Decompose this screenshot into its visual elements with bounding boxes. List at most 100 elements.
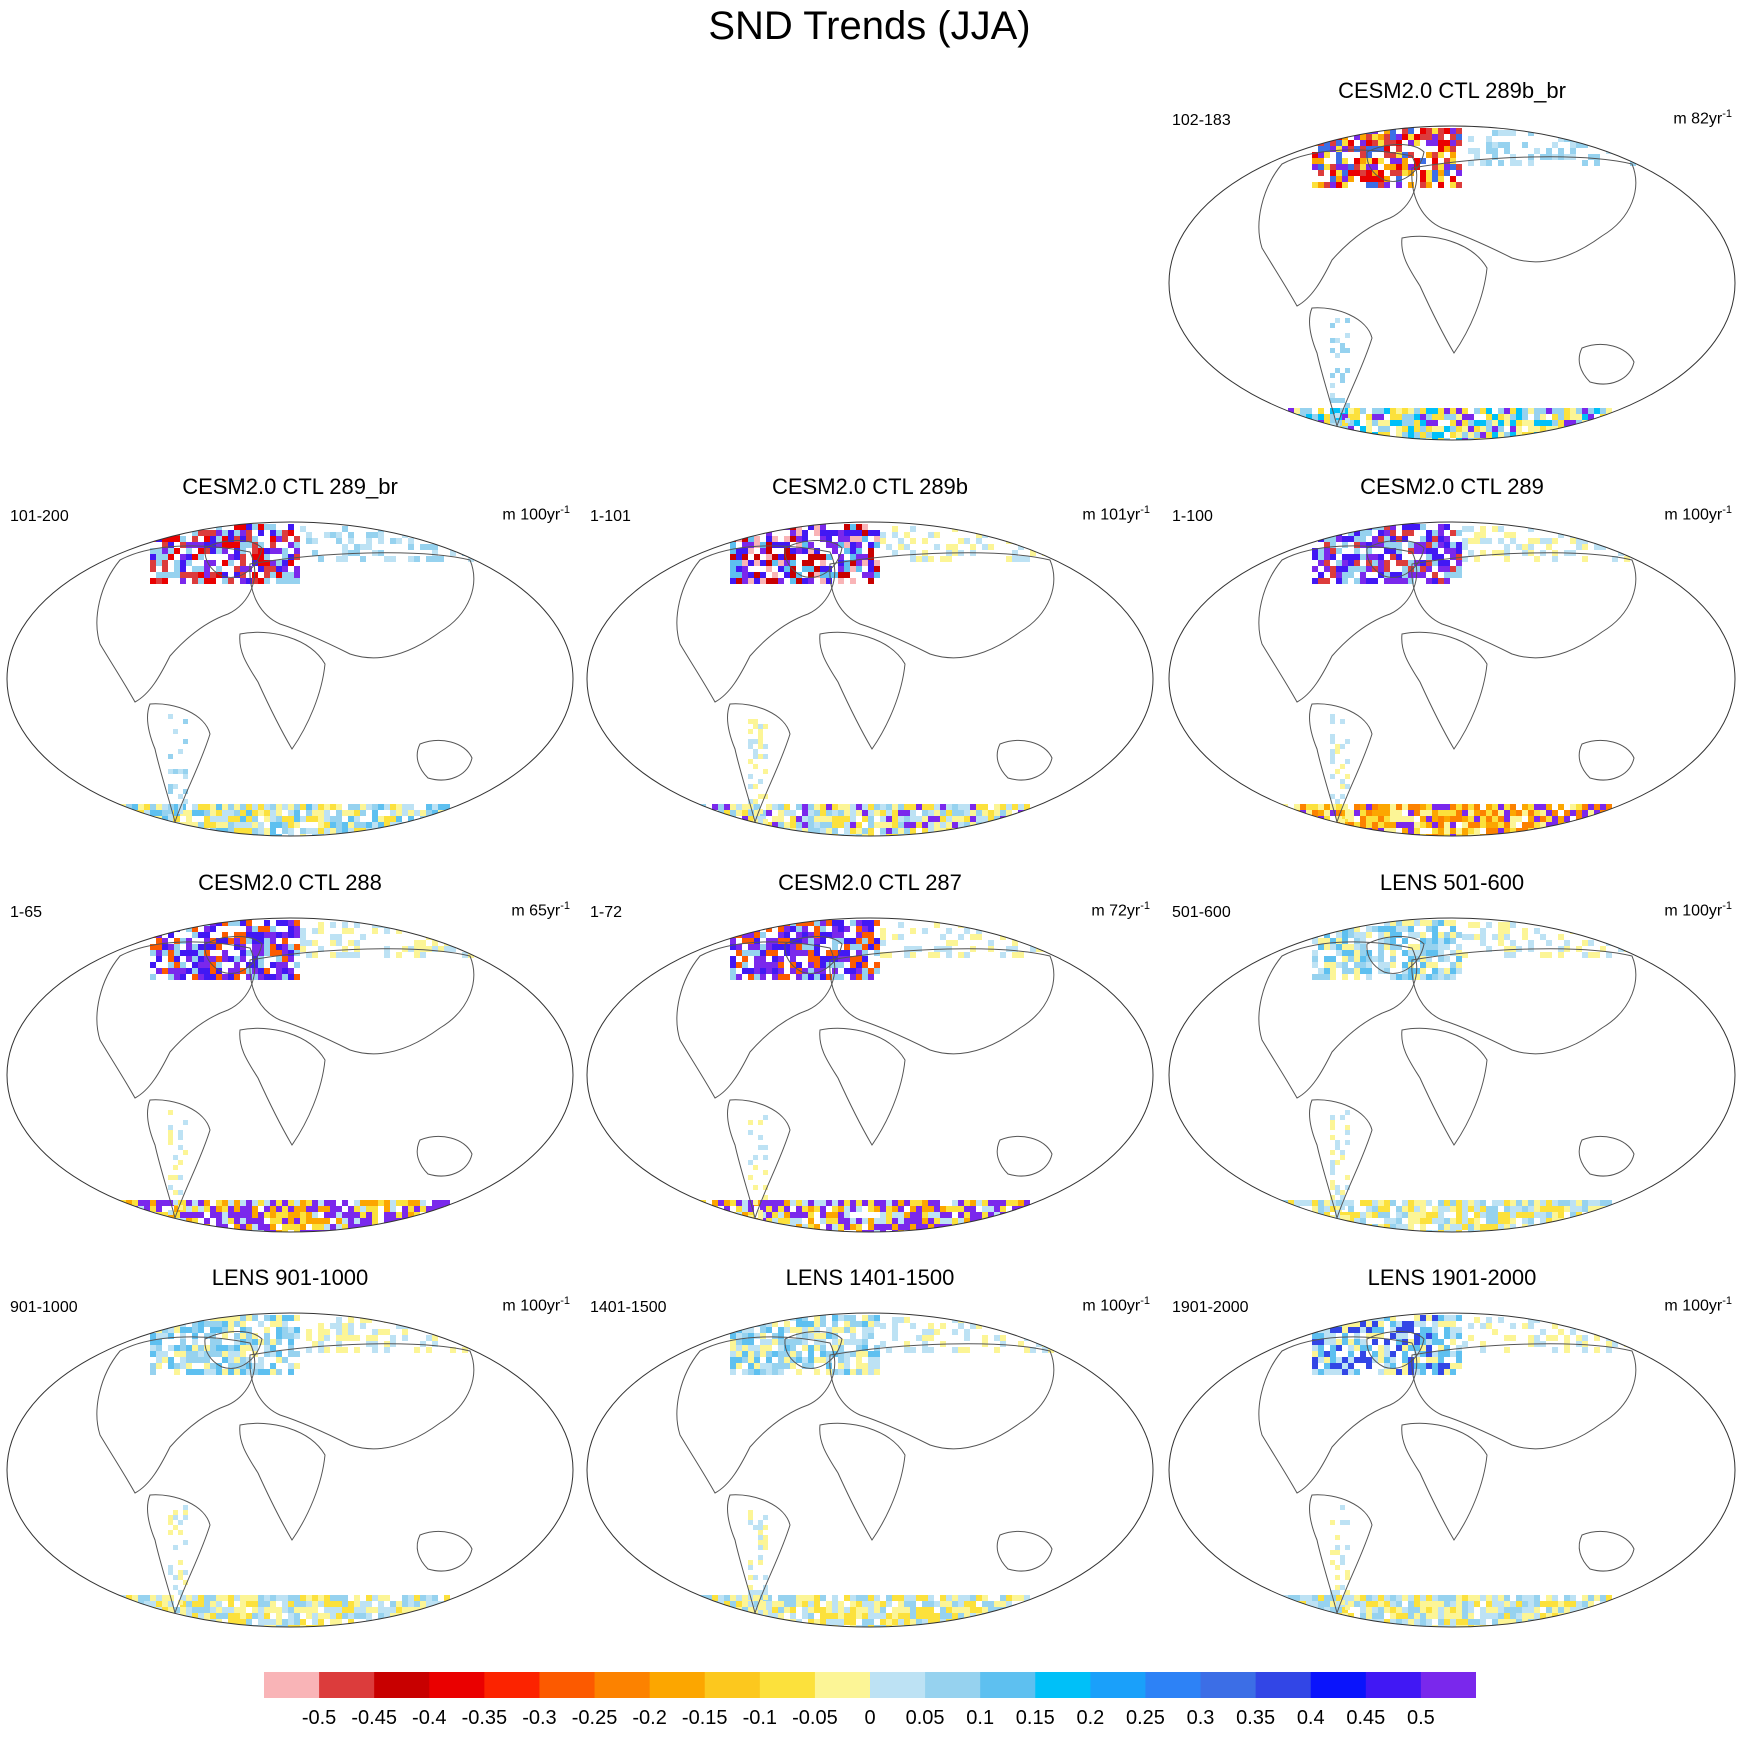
trend-cell — [276, 1339, 282, 1345]
trend-cell — [156, 572, 162, 578]
trend-cell — [222, 1224, 228, 1230]
trend-cell — [270, 1363, 276, 1369]
trend-cell — [150, 1230, 156, 1236]
trend-cell — [1312, 554, 1318, 560]
trend-cell — [1390, 956, 1396, 962]
trend-cell — [450, 940, 456, 946]
trend-cell — [1330, 1218, 1336, 1224]
trend-cell — [856, 530, 862, 536]
trend-cell — [282, 804, 288, 810]
trend-cell — [342, 1595, 348, 1601]
trend-cell — [138, 840, 144, 846]
trend-cell — [276, 932, 282, 938]
trend-cell — [790, 816, 796, 822]
trend-cell — [282, 1357, 288, 1363]
trend-cell — [934, 1218, 940, 1224]
trend-cell — [1330, 554, 1336, 560]
trend-cell — [1345, 739, 1350, 744]
trend-cell — [718, 840, 724, 846]
trend-cell — [1624, 526, 1630, 532]
trend-cell — [784, 810, 790, 816]
trend-cell — [1336, 524, 1342, 530]
trend-cell — [1426, 152, 1432, 158]
trend-cell — [892, 804, 898, 810]
trend-cell — [246, 1613, 252, 1619]
trend-cell — [1366, 840, 1372, 846]
trend-cell — [730, 1218, 736, 1224]
trend-cell — [934, 816, 940, 822]
trend-cell — [844, 938, 850, 944]
trend-cell — [844, 566, 850, 572]
trend-cell — [1444, 1218, 1450, 1224]
trend-cell — [1426, 170, 1432, 176]
trend-cell — [1330, 164, 1336, 170]
trend-cell — [354, 804, 360, 810]
trend-cell — [1402, 426, 1408, 432]
trend-cell — [228, 1607, 234, 1613]
trend-cell — [1024, 532, 1030, 538]
trend-cell — [432, 1212, 438, 1218]
trend-cell — [1558, 414, 1564, 420]
trend-cell — [144, 834, 150, 840]
trend-cell — [312, 1601, 318, 1607]
arctic-snow-region — [1312, 128, 1462, 188]
trend-cell — [1480, 1212, 1486, 1218]
trend-cell — [1438, 560, 1444, 566]
trend-cell — [384, 952, 390, 958]
trend-cell — [396, 1224, 402, 1230]
trend-cell — [856, 920, 862, 926]
trend-cell — [276, 1607, 282, 1613]
trend-cell — [1540, 1200, 1546, 1206]
trend-cell — [174, 566, 180, 572]
trend-cell — [156, 530, 162, 536]
trend-cell — [730, 974, 736, 980]
trend-cell — [1444, 444, 1450, 450]
trend-cell — [276, 560, 282, 566]
trend-cell — [1390, 164, 1396, 170]
trend-cell — [1468, 822, 1474, 828]
trend-cell — [1450, 408, 1456, 414]
trend-cell — [1468, 1224, 1474, 1230]
trend-cell — [324, 1200, 330, 1206]
trend-cell — [1534, 408, 1540, 414]
trend-cell — [144, 816, 150, 822]
trend-cell — [408, 1595, 414, 1601]
trend-cell — [928, 816, 934, 822]
trend-cell — [964, 538, 970, 544]
trend-cell — [222, 1200, 228, 1206]
trend-cell — [1294, 432, 1300, 438]
trend-cell — [444, 1236, 450, 1242]
trend-cell — [270, 926, 276, 932]
trend-cell — [222, 1351, 228, 1357]
trend-cell — [1456, 420, 1462, 426]
trend-cell — [1312, 1236, 1318, 1242]
trend-cell — [173, 1165, 178, 1170]
trend-cell — [1426, 804, 1432, 810]
trend-cell — [1324, 804, 1330, 810]
trend-cell — [1390, 962, 1396, 968]
trend-cell — [904, 1200, 910, 1206]
trend-cell — [760, 542, 766, 548]
trend-cell — [342, 550, 348, 556]
trend-cell — [1432, 828, 1438, 834]
trend-cell — [240, 578, 246, 584]
trend-cell — [1345, 759, 1350, 764]
trend-cell — [270, 834, 276, 840]
trend-cell — [1516, 408, 1522, 414]
trend-cell — [174, 560, 180, 566]
trend-cell — [1426, 938, 1432, 944]
trend-cell — [192, 554, 198, 560]
trend-cell — [958, 538, 964, 544]
trend-cell — [192, 968, 198, 974]
trend-cell — [730, 834, 736, 840]
arctic-snow-region — [1312, 524, 1462, 584]
trend-cell — [156, 1206, 162, 1212]
trend-cell — [1432, 804, 1438, 810]
trend-cell — [192, 572, 198, 578]
trend-cell — [1342, 968, 1348, 974]
trend-cell — [736, 974, 742, 980]
trend-cell — [354, 1212, 360, 1218]
trend-cell — [1006, 840, 1012, 846]
trend-cell — [1330, 774, 1335, 779]
